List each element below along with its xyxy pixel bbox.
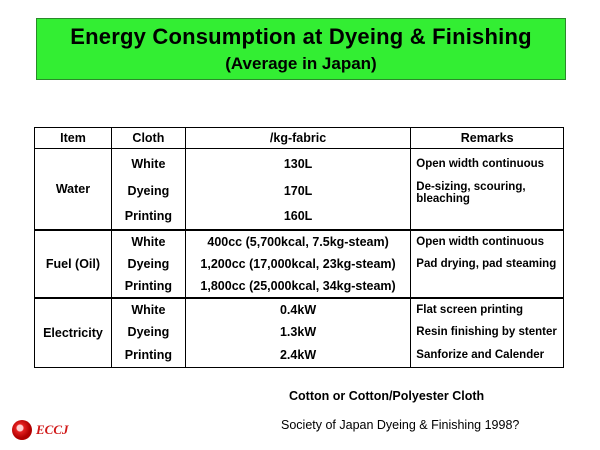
remark-water-printing [411,209,563,229]
item-water: Water [34,148,112,231]
table-row-fuel: Fuel (Oil) White Dyeing Printing 400cc (… [34,229,564,299]
eccj-logo-icon [12,420,32,440]
title-box: Energy Consumption at Dyeing & Finishing… [36,18,566,80]
value-electricity-printing: 2.4kW [279,348,317,362]
remark-fuel-dyeing: Pad drying, pad steaming [416,258,557,270]
remark-fuel-white: Open width continuous [416,236,545,248]
table-row-water: Water White Dyeing Printing 130L 170L 16… [34,148,564,231]
cloth-dyeing: Dyeing [127,325,170,339]
fabric-note: Cotton or Cotton/Polyester Cloth [289,389,485,403]
cloth-printing: Printing [124,348,172,362]
cloth-dyeing: Dyeing [127,184,170,198]
page-title: Energy Consumption at Dyeing & Finishing [70,24,532,49]
remark-electricity-dyeing: Resin finishing by stenter [416,326,557,338]
page-subtitle: (Average in Japan) [225,54,377,73]
header-item: Item [34,127,112,149]
header-cloth: Cloth [110,127,186,149]
cloth-white: White [131,157,166,171]
value-fuel-dyeing: 1,200cc (17,000kcal, 23kg-steam) [200,257,396,271]
cloth-printing: Printing [124,279,172,293]
value-electricity-white: 0.4kW [279,303,317,317]
cloth-printing: Printing [124,209,172,223]
remark-water-white: Open width continuous [416,158,545,170]
value-water-white: 130L [283,157,313,171]
eccj-logo-text: ECCJ [36,422,69,437]
remark-fuel-printing [411,275,563,297]
value-electricity-dyeing: 1.3kW [279,325,317,339]
remark-electricity-printing: Sanforize and Calender [416,349,545,361]
header-remarks: Remarks [410,127,564,149]
eccj-logo: ECCJ [12,420,69,440]
value-fuel-white: 400cc (5,700kcal, 7.5kg-steam) [207,235,389,249]
header-per-kg-fabric: /kg-fabric [184,127,412,149]
table-header-row: Item Cloth /kg-fabric Remarks [34,127,564,149]
value-water-dyeing: 170L [283,184,313,198]
item-fuel: Fuel (Oil) [34,229,112,299]
table-row-electricity: Electricity White Dyeing Printing 0.4kW … [34,297,564,368]
energy-table: Item Cloth /kg-fabric Remarks Water Whit… [34,127,564,368]
source-note: Society of Japan Dyeing & Finishing 1998… [281,418,520,432]
cloth-white: White [131,235,166,249]
item-electricity: Electricity [34,297,112,368]
cloth-white: White [131,303,166,317]
remark-electricity-white: Flat screen printing [416,304,523,316]
cloth-dyeing: Dyeing [127,257,170,271]
remark-water-dyeing: De-sizing, scouring, bleaching [416,181,526,205]
value-water-printing: 160L [283,209,313,223]
value-fuel-printing: 1,800cc (25,000kcal, 34kg-steam) [200,279,396,293]
